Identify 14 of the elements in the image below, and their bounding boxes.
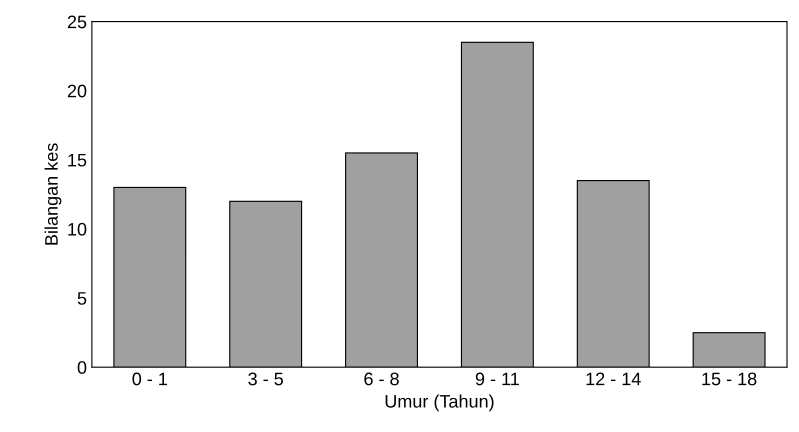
x-tick-label: 0 - 1 xyxy=(132,372,167,386)
y-tick-label: 5 xyxy=(78,292,86,305)
x-axis-title: Umur (Tahun) xyxy=(386,394,494,412)
y-tick-label: 15 xyxy=(68,154,86,167)
y-tick-label: 0 xyxy=(78,361,86,374)
y-tick-label: 10 xyxy=(68,222,86,236)
x-tick-label: 3 - 5 xyxy=(248,372,283,386)
x-tick-label: 15 - 18 xyxy=(702,372,756,386)
y-tick-label: 25 xyxy=(68,16,86,28)
y-axis-title: Bilangan kes xyxy=(44,143,62,245)
x-tick-label: 9 - 11 xyxy=(476,372,519,386)
x-tick-label: 12 - 14 xyxy=(586,372,641,386)
y-tick-label: 20 xyxy=(68,84,86,98)
x-tick-label: 6 - 8 xyxy=(364,372,399,386)
